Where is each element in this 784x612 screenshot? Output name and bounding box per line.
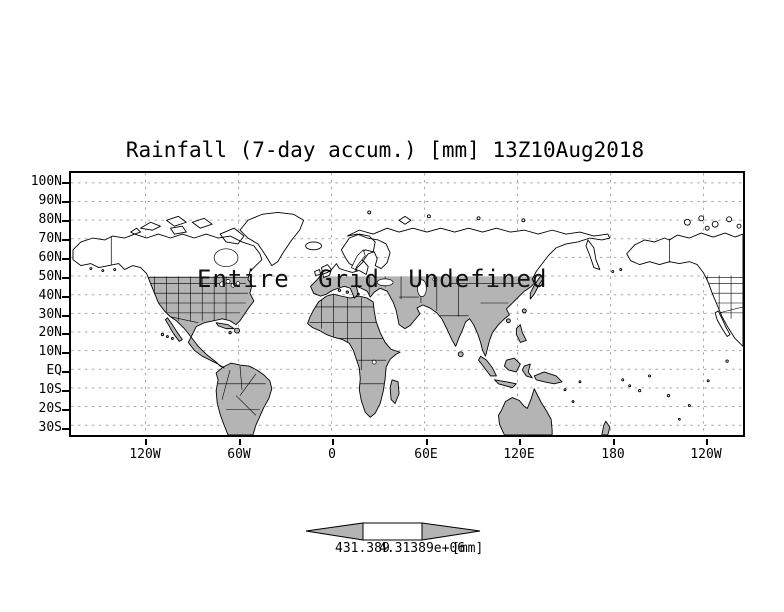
lat-tick-label: 40N (38, 288, 62, 303)
lat-tick-label: 70N (38, 231, 62, 246)
alaska-border (110, 236, 670, 265)
lat-tick-label: 80N (38, 212, 62, 227)
lat-tick-mark (62, 296, 70, 298)
inland-water (213, 248, 438, 365)
lat-tick-label: 10N (38, 344, 62, 359)
lat-tick-label: 90N (38, 193, 62, 208)
lat-tick-mark (62, 333, 70, 335)
lon-tick-label: 60E (414, 447, 438, 462)
lon-tick-mark (613, 439, 615, 445)
map-frame: Entire Grid Undefined (69, 171, 745, 437)
lat-tick-label: 30N (38, 307, 62, 322)
lon-tick-label: 120W (690, 447, 722, 462)
country-borders-samerica (218, 366, 266, 416)
colorbar-label-left: 431.389 (335, 541, 390, 556)
lat-tick-label: 100N (30, 174, 62, 189)
lat-tick-mark (62, 315, 70, 317)
colorbar-unit: [mm] (452, 541, 484, 556)
lon-tick-label: 0 (328, 447, 336, 462)
colorbar-label-right: 4.31389e+06 (379, 541, 466, 556)
lat-tick-label: 20N (38, 325, 62, 340)
lat-tick-label: EQ (46, 363, 62, 378)
lat-tick-mark (62, 182, 70, 184)
lat-tick-label: 10S (38, 382, 62, 397)
lon-tick-mark (706, 439, 708, 445)
colorbar-right-arrow (421, 522, 481, 541)
plot-title: Rainfall (7-day accum.) [mm] 13Z10Aug201… (125, 138, 645, 162)
lat-tick-mark (62, 239, 70, 241)
lon-tick-mark (239, 439, 241, 445)
lon-tick-mark (145, 439, 147, 445)
colorbar-mid-segment (362, 522, 423, 541)
lon-tick-label: 180 (601, 447, 625, 462)
lat-tick-mark (62, 258, 70, 260)
lat-tick-label: 20S (38, 401, 62, 416)
lon-tick-label: 120E (503, 447, 535, 462)
lat-tick-mark (62, 371, 70, 373)
lon-tick-mark (332, 439, 334, 445)
lon-tick-label: 120W (129, 447, 161, 462)
lat-tick-mark (62, 220, 70, 222)
lat-tick-label: 50N (38, 269, 62, 284)
lat-tick-mark (62, 428, 70, 430)
lat-tick-mark (62, 409, 70, 411)
lat-tick-mark (62, 352, 70, 354)
lat-tick-label: 60N (38, 250, 62, 265)
lon-tick-mark (426, 439, 428, 445)
colorbar (305, 522, 481, 541)
lat-tick-label: 30S (38, 420, 62, 435)
grid-undefined-annotation: Entire Grid Undefined (197, 265, 548, 293)
colorbar-left-arrow (305, 522, 364, 541)
lat-tick-mark (62, 201, 70, 203)
lon-tick-label: 60W (227, 447, 251, 462)
lon-tick-mark (519, 439, 521, 445)
lat-tick-mark (62, 277, 70, 279)
lat-tick-mark (62, 390, 70, 392)
world-map (71, 173, 743, 435)
